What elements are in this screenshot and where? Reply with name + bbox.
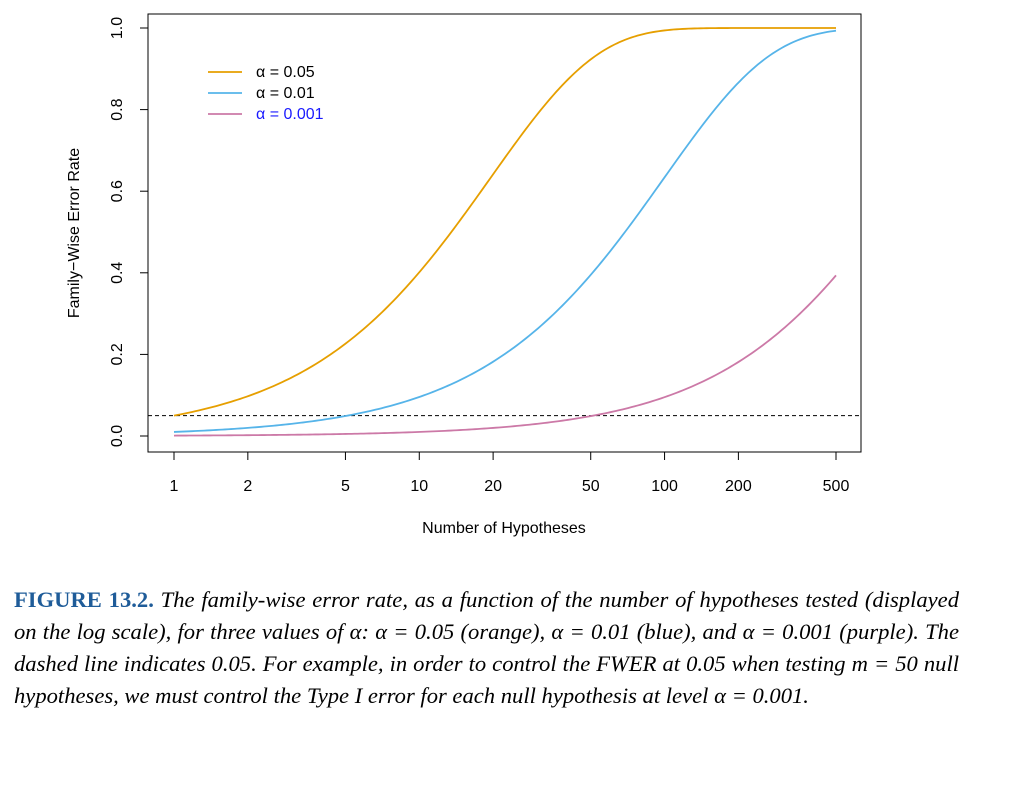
- y-tick-label: 0.0: [109, 425, 126, 447]
- legend-label: α = 0.05: [256, 64, 315, 81]
- x-tick-label: 5: [341, 478, 350, 495]
- series-line-2: [173, 29, 837, 433]
- caption-text: The family-wise error rate, as a functio…: [14, 587, 959, 708]
- x-tick-label: 50: [582, 478, 600, 495]
- x-axis-label: Number of Hypotheses: [422, 520, 586, 537]
- y-tick-label: 0.8: [109, 98, 126, 120]
- y-axis: 0.0 0.2 0.4 0.6 0.8 1.0: [109, 17, 149, 447]
- y-tick-label: 0.6: [109, 180, 126, 202]
- figure-caption: FIGURE 13.2. The family-wise error rate,…: [14, 584, 959, 712]
- x-tick-label: 10: [410, 478, 428, 495]
- series-line-1: [173, 27, 836, 417]
- x-axis: 1 2 5 10 20 50 100 200 500: [170, 451, 850, 495]
- x-tick-label: 200: [725, 478, 752, 495]
- fwer-chart: 1 2 5 10 20 50 100 200 500 0.0 0.2 0.4 0.6 0.8 1.0 α …: [66, 13, 862, 537]
- y-axis-label: Family−Wise Error Rate: [66, 148, 83, 318]
- x-tick-label: 2: [243, 478, 252, 495]
- legend-label: α = 0.001: [256, 106, 324, 123]
- legend-label: α = 0.01: [256, 85, 315, 102]
- y-tick-label: 0.4: [109, 262, 126, 284]
- x-tick-label: 500: [823, 478, 850, 495]
- plot-frame: [147, 13, 862, 453]
- series-line-3: [173, 274, 837, 437]
- caption-label: FIGURE 13.2.: [14, 587, 154, 612]
- legend: α = 0.05 α = 0.01 α = 0.001: [208, 64, 324, 123]
- y-tick-label: 1.0: [109, 17, 126, 39]
- x-tick-label: 1: [170, 478, 179, 495]
- series-lines: [173, 27, 837, 437]
- x-tick-label: 100: [651, 478, 678, 495]
- y-tick-label: 0.2: [109, 343, 126, 365]
- x-tick-label: 20: [484, 478, 502, 495]
